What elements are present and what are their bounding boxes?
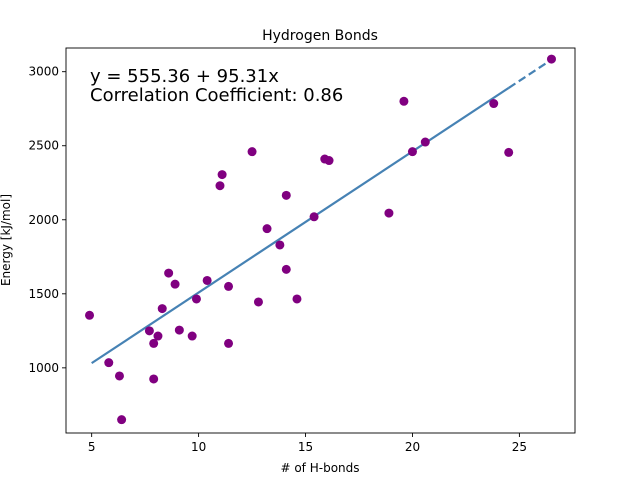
fit-line-extension (508, 58, 553, 89)
data-point (292, 294, 302, 304)
data-point (420, 137, 430, 147)
data-point (309, 212, 319, 222)
data-point (157, 304, 167, 314)
data-point (149, 338, 159, 348)
y-tick-label: 2000 (28, 213, 59, 227)
data-point (399, 96, 409, 106)
data-point (104, 358, 114, 368)
data-point (164, 268, 174, 278)
data-points (85, 54, 556, 425)
x-tick-label: 25 (512, 440, 527, 454)
data-point (174, 325, 184, 335)
data-point (275, 240, 285, 250)
x-axis-ticks: 5 10 15 20 25 (88, 433, 527, 454)
data-point (191, 294, 201, 304)
fit-line-layer (91, 58, 553, 365)
data-point (217, 170, 227, 180)
data-point (281, 190, 291, 200)
data-point (202, 275, 212, 285)
x-tick-label: 20 (405, 440, 420, 454)
x-axis-label: # of H-bonds (280, 461, 359, 475)
data-point (170, 279, 180, 289)
data-point (187, 331, 197, 341)
y-tick-label: 2500 (28, 139, 59, 153)
y-tick-label: 1000 (28, 361, 59, 375)
data-point (546, 54, 556, 64)
data-point (144, 326, 154, 336)
data-point (153, 331, 163, 341)
data-point (85, 310, 95, 320)
data-point (407, 147, 417, 157)
data-point (253, 297, 263, 307)
data-point (149, 374, 159, 384)
y-axis-ticks: 1000 1500 2000 2500 3000 (28, 65, 66, 375)
data-point (224, 338, 234, 348)
data-point (384, 208, 394, 218)
chart-title: Hydrogen Bonds (262, 28, 378, 44)
data-point (247, 147, 257, 157)
x-tick-label: 5 (88, 440, 96, 454)
y-tick-label: 3000 (28, 65, 59, 79)
data-point (489, 99, 499, 109)
correlation-annotation: Correlation Coefficient: 0.86 (90, 85, 343, 106)
data-point (324, 156, 334, 166)
plot-area (65, 47, 576, 434)
data-point (114, 371, 124, 381)
data-point (117, 415, 127, 425)
data-point (224, 281, 234, 291)
data-point (215, 181, 225, 191)
y-tick-label: 1500 (28, 287, 59, 301)
x-tick-label: 15 (298, 440, 313, 454)
y-axis-label: Energy [kJ/mol] (0, 194, 13, 286)
fit-line (91, 86, 510, 365)
data-point (262, 224, 272, 234)
x-tick-label: 10 (191, 440, 206, 454)
equation-annotation: y = 555.36 + 95.31x (90, 66, 279, 87)
data-point (504, 147, 514, 157)
data-point (281, 264, 291, 274)
